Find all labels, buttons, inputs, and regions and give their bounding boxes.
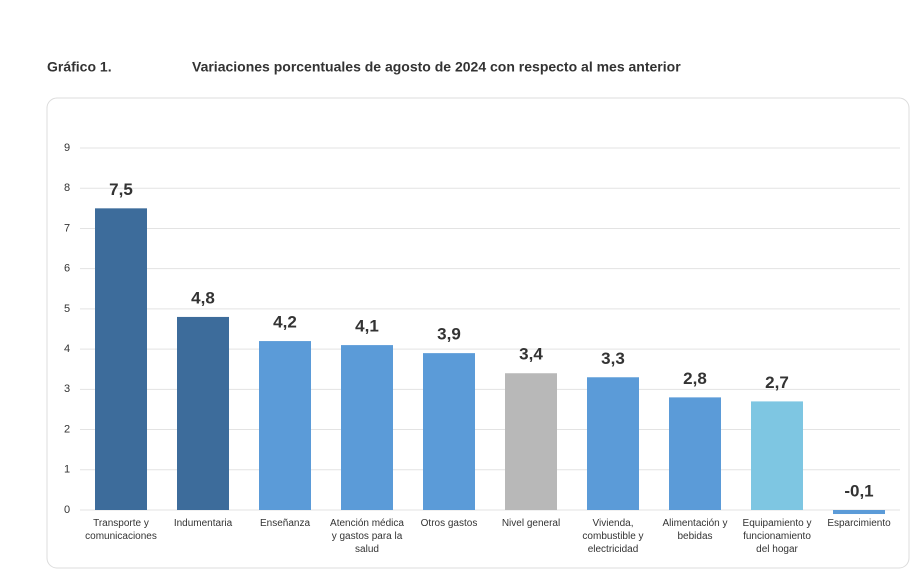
y-tick-label: 5 [64, 303, 70, 315]
x-tick-line: y gastos para la [332, 531, 403, 542]
value-label: 2,8 [683, 369, 707, 388]
x-tick-label: Atención médica y gastos para la salud [330, 518, 404, 555]
y-tick-label: 3 [64, 383, 70, 395]
x-tick-line: comunicaciones [85, 531, 157, 542]
value-label: 3,9 [437, 325, 461, 344]
x-tick-line: Nivel general [502, 518, 560, 529]
x-tick-line: bebidas [677, 531, 712, 542]
value-label: 3,4 [519, 345, 543, 364]
bar [505, 373, 557, 510]
bar [341, 345, 393, 510]
x-tick-label: Indumentaria [174, 518, 233, 529]
x-tick-line: Esparcimiento [827, 518, 891, 529]
chart-title: Variaciones porcentuales de agosto de 20… [192, 59, 681, 75]
x-tick-label: Transporte y comunicaciones [85, 518, 157, 542]
bar [669, 397, 721, 510]
y-tick-label: 0 [64, 504, 70, 516]
x-tick-line: Equipamiento y [743, 518, 812, 529]
x-tick-line: electricidad [588, 544, 639, 555]
value-label: 3,3 [601, 349, 625, 368]
x-tick-label: Alimentación y bebidas [662, 518, 727, 542]
bar [751, 401, 803, 510]
x-tick-line: combustible y [582, 531, 643, 542]
x-tick-line: Transporte y [93, 518, 149, 529]
value-label: 4,1 [355, 317, 379, 336]
x-tick-label: Equipamiento y funcionamiento del hogar [743, 518, 812, 555]
bar [95, 208, 147, 511]
x-tick-line: salud [355, 544, 379, 555]
y-tick-label: 7 [64, 222, 70, 234]
x-tick-line: Vivienda, [593, 518, 634, 529]
chart-label: Gráfico 1. [47, 59, 112, 75]
x-tick-line: funcionamiento [743, 531, 811, 542]
bar [833, 510, 885, 515]
value-label: 4,8 [191, 288, 215, 307]
bar [259, 341, 311, 510]
bar [587, 377, 639, 510]
x-tick-line: Indumentaria [174, 518, 233, 529]
bar [423, 353, 475, 510]
value-label: -0,1 [844, 481, 873, 500]
y-tick-label: 1 [64, 464, 70, 476]
value-label: 2,7 [765, 373, 789, 392]
x-tick-line: Enseñanza [260, 518, 310, 529]
y-tick-label: 9 [64, 142, 70, 154]
x-tick-line: Alimentación y [662, 518, 727, 529]
y-tick-label: 2 [64, 423, 70, 435]
x-tick-label: Otros gastos [421, 518, 478, 529]
x-tick-line: del hogar [756, 544, 798, 555]
x-tick-label: Enseñanza [260, 518, 310, 529]
value-label: 7,5 [109, 180, 133, 199]
bar [177, 316, 229, 510]
y-tick-label: 4 [64, 343, 70, 355]
y-tick-label: 6 [64, 263, 70, 275]
value-label: 4,2 [273, 313, 297, 332]
x-tick-line: Otros gastos [421, 518, 478, 529]
x-tick-line: Atención médica [330, 518, 404, 529]
x-tick-label: Nivel general [502, 518, 560, 529]
y-tick-label: 8 [64, 182, 70, 194]
x-tick-label: Vivienda, combustible y electricidad [582, 518, 643, 555]
x-tick-label: Esparcimiento [827, 518, 891, 529]
